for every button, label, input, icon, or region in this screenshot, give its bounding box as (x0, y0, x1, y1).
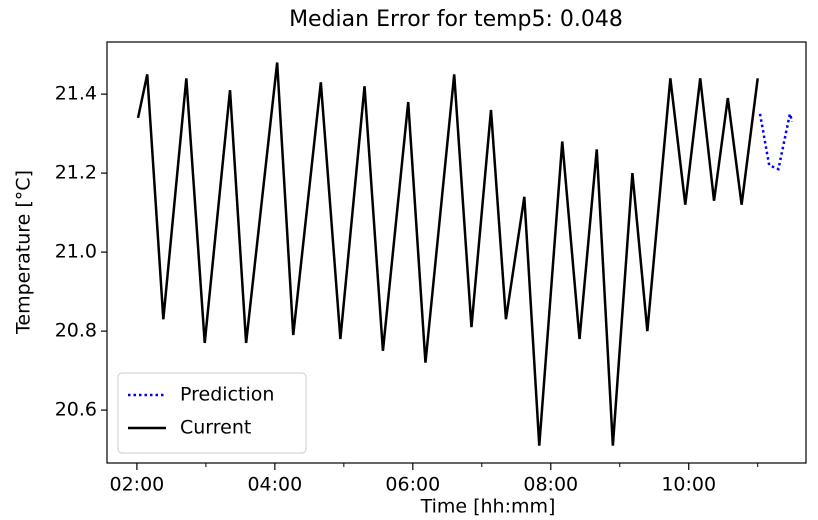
legend-label: Prediction (180, 384, 274, 406)
y-tick-label: 21.2 (55, 162, 97, 184)
legend-box (117, 372, 307, 454)
legend-label: Current (180, 417, 251, 439)
data-line (758, 113, 794, 171)
x-tick-label: 02:00 (110, 474, 165, 496)
y-tick-label: 21.4 (55, 83, 97, 105)
x-axis-label: Time [hh:mm] (420, 496, 556, 518)
x-tick-label: 04:00 (247, 474, 302, 496)
y-tick-label: 21.0 (55, 241, 97, 263)
y-tick-label: 20.6 (55, 399, 97, 421)
x-tick-label: 10:00 (661, 474, 716, 496)
y-axis-label: Temperature [°C] (13, 170, 35, 335)
data-line (136, 62, 759, 446)
x-tick-label: 06:00 (385, 474, 440, 496)
x-tick-label: 08:00 (523, 474, 578, 496)
y-tick-label: 20.8 (55, 320, 97, 342)
chart-title: Median Error for temp5: 0.048 (289, 7, 623, 32)
